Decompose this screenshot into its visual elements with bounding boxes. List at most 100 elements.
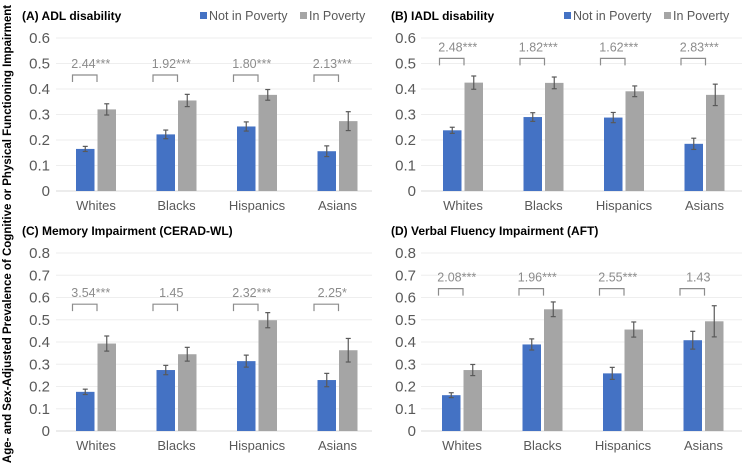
y-tick-label: 0.6 xyxy=(395,30,416,47)
panel-b: (B) IADL disability Not in Poverty In Pove… xyxy=(391,9,742,213)
y-tick-label: 0.5 xyxy=(395,312,416,329)
comparison-bracket xyxy=(232,74,259,82)
bar-in-poverty-blacks xyxy=(545,82,564,191)
comparison-bracket xyxy=(518,288,545,296)
bar-not-in-poverty-hispanics xyxy=(237,126,256,191)
legend-swatch-in-poverty xyxy=(664,12,671,19)
x-tick-label: Blacks xyxy=(524,198,563,213)
x-tick-label: Asians xyxy=(318,438,358,453)
bar-in-poverty-asians xyxy=(339,350,358,431)
y-tick-label: 0.7 xyxy=(29,267,50,284)
panel-title: (A) ADL disability xyxy=(22,9,122,23)
bar-in-poverty-asians xyxy=(705,321,724,431)
ratio-annotation: 2.13*** xyxy=(313,57,352,71)
bar-in-poverty-asians xyxy=(339,121,358,191)
bar-not-in-poverty-whites xyxy=(442,395,461,431)
comparison-bracket xyxy=(313,74,340,82)
y-tick-label: 0.2 xyxy=(395,379,416,396)
comparison-bracket xyxy=(680,57,707,66)
bar-not-in-poverty-asians xyxy=(684,143,703,191)
y-tick-label: 0.3 xyxy=(29,107,50,124)
comparison-bracket xyxy=(152,303,179,312)
x-tick-label: Hispanics xyxy=(229,198,286,213)
y-tick-label: 0.2 xyxy=(395,132,416,149)
comparison-bracket xyxy=(519,57,546,66)
ratio-annotation: 2.83*** xyxy=(680,40,719,54)
ratio-annotation: 1.82*** xyxy=(519,40,558,54)
y-tick-label: 0 xyxy=(408,423,416,440)
x-tick-label: Asians xyxy=(684,438,724,453)
y-tick-label: 0.3 xyxy=(29,356,50,373)
bar-in-poverty-whites xyxy=(464,82,483,191)
ratio-annotation: 1.80*** xyxy=(232,57,271,71)
bar-not-in-poverty-hispanics xyxy=(603,373,622,431)
y-tick-label: 0.1 xyxy=(395,158,416,175)
x-tick-label: Whites xyxy=(443,198,483,213)
ratio-annotation: 1.43 xyxy=(686,271,710,285)
legend-swatch-not-in-poverty xyxy=(564,12,571,19)
bar-not-in-poverty-whites xyxy=(443,130,462,191)
y-tick-label: 0 xyxy=(42,183,50,200)
ratio-annotation: 1.92*** xyxy=(152,57,191,71)
y-tick-label: 0.4 xyxy=(29,81,50,98)
ratio-annotation: 2.08*** xyxy=(437,271,476,285)
comparison-bracket xyxy=(232,303,259,312)
bar-in-poverty-whites xyxy=(97,343,116,431)
panel-title: (C) Memory Impairment (CERAD-WL) xyxy=(22,224,233,238)
bar-in-poverty-hispanics xyxy=(624,329,643,431)
y-tick-label: 0.5 xyxy=(395,56,416,73)
panel-d: (D) Verbal Fluency Impairment (AFT) 0 0.1 0… xyxy=(391,224,742,453)
bar-in-poverty-whites xyxy=(97,109,116,191)
ratio-annotation: 1.96*** xyxy=(518,271,557,285)
comparison-bracket xyxy=(71,303,98,312)
y-tick-label: 0.1 xyxy=(29,401,50,418)
x-tick-label: Asians xyxy=(685,198,725,213)
bar-not-in-poverty-asians xyxy=(317,151,336,191)
bar-in-poverty-asians xyxy=(706,94,725,191)
y-tick-label: 0 xyxy=(408,183,416,200)
y-tick-label: 0.3 xyxy=(395,107,416,124)
x-tick-label: Blacks xyxy=(157,438,196,453)
ratio-annotation: 2.25* xyxy=(318,286,347,300)
y-tick-label: 0.2 xyxy=(29,132,50,149)
panel-a: (A) ADL disability Not in Poverty In Pover… xyxy=(22,9,372,213)
bar-not-in-poverty-whites xyxy=(76,148,95,191)
bar-in-poverty-hispanics xyxy=(258,320,277,431)
y-tick-label: 0.3 xyxy=(395,356,416,373)
x-tick-label: Blacks xyxy=(157,198,196,213)
legend-swatch-in-poverty xyxy=(300,12,307,19)
bar-not-in-poverty-asians xyxy=(317,380,336,431)
x-tick-label: Asians xyxy=(318,198,358,213)
panel-title: (D) Verbal Fluency Impairment (AFT) xyxy=(391,224,598,238)
legend-swatch-not-in-poverty xyxy=(200,12,207,19)
panel-title: (B) IADL disability xyxy=(391,9,494,23)
y-tick-label: 0.4 xyxy=(29,334,50,351)
y-tick-label: 0.8 xyxy=(29,245,50,262)
x-tick-label: Whites xyxy=(76,438,116,453)
x-tick-label: Blacks xyxy=(523,438,562,453)
ratio-annotation: 2.32*** xyxy=(232,286,271,300)
bar-in-poverty-blacks xyxy=(178,354,197,431)
legend-label-not-in-poverty: Not in Poverty xyxy=(209,9,288,23)
x-tick-label: Hispanics xyxy=(595,438,652,453)
bar-in-poverty-blacks xyxy=(544,309,563,431)
bar-in-poverty-hispanics xyxy=(625,91,644,191)
x-tick-label: Hispanics xyxy=(229,438,286,453)
ratio-annotation: 2.48*** xyxy=(438,40,477,54)
panel-c: (C) Memory Impairment (CERAD-WL) 0 0.1 0.2 0… xyxy=(22,224,372,453)
y-tick-label: 0.6 xyxy=(29,30,50,47)
ratio-annotation: 1.62*** xyxy=(599,40,638,54)
legend-label-not-in-poverty: Not in Poverty xyxy=(573,9,652,23)
x-tick-label: Whites xyxy=(442,438,482,453)
comparison-bracket xyxy=(152,74,179,82)
y-tick-label: 0.8 xyxy=(395,245,416,262)
x-tick-label: Whites xyxy=(76,198,116,213)
legend-label-in-poverty: In Poverty xyxy=(673,9,730,23)
ratio-annotation: 3.54*** xyxy=(71,286,110,300)
ratio-annotation: 2.44*** xyxy=(71,57,110,71)
ratio-annotation: 1.45 xyxy=(159,286,183,300)
comparison-bracket xyxy=(598,288,625,296)
y-tick-label: 0.4 xyxy=(395,81,416,98)
bar-not-in-poverty-blacks xyxy=(523,117,542,191)
